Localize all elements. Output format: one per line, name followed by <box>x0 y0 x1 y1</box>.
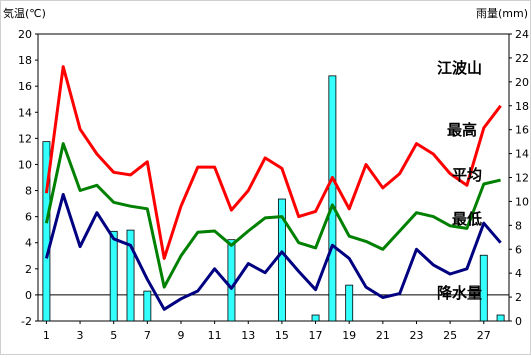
precipitation-bar <box>328 75 337 322</box>
right-tick-label: 2 <box>515 291 522 304</box>
left-axis-ticks: -2 0 2 4 6 8 10 12 14 16 18 20 <box>18 28 38 328</box>
y-left-axis-title: 気温(℃) <box>3 6 46 20</box>
precipitation-bar <box>42 141 51 322</box>
x-tick-label: 13 <box>241 329 255 342</box>
left-tick-label: 4 <box>25 237 32 250</box>
x-tick-label: 23 <box>409 329 423 342</box>
precipitation-bar <box>227 239 236 322</box>
left-tick-label: -2 <box>21 315 32 328</box>
left-tick-label: 16 <box>18 80 32 93</box>
series-label: 最低 <box>452 210 482 228</box>
x-tick-label: 1 <box>43 329 50 342</box>
right-tick-label: 6 <box>515 243 522 256</box>
x-tick-label: 15 <box>275 329 289 342</box>
place-label: 江波山 <box>437 59 482 77</box>
left-tick-label: 12 <box>18 132 32 145</box>
x-tick-label: 27 <box>477 329 491 342</box>
left-tick-label: 8 <box>25 185 32 198</box>
right-tick-label: 16 <box>515 124 529 137</box>
x-tick-label: 21 <box>376 329 390 342</box>
precipitation-bar <box>496 314 505 322</box>
left-tick-label: 0 <box>25 289 32 302</box>
left-tick-label: 14 <box>18 106 32 119</box>
right-tick-label: 0 <box>515 315 522 328</box>
right-tick-label: 4 <box>515 267 522 280</box>
precipitation-bar <box>277 198 286 322</box>
right-tick-label: 20 <box>515 76 529 89</box>
x-tick-label: 11 <box>208 329 222 342</box>
left-tick-label: 20 <box>18 28 32 41</box>
x-tick-label: 17 <box>309 329 323 342</box>
right-tick-label: 10 <box>515 195 529 208</box>
series-label: 降水量 <box>437 284 482 302</box>
precipitation-bar <box>479 254 488 322</box>
plot-area <box>37 33 510 322</box>
right-tick-label: 18 <box>515 100 529 113</box>
series-label: 最高 <box>447 121 477 139</box>
precipitation-bar <box>143 290 152 322</box>
precipitation-bar <box>311 314 320 322</box>
left-tick-label: 18 <box>18 54 32 67</box>
x-tick-label: 3 <box>77 329 84 342</box>
precipitation-bars <box>42 75 505 322</box>
left-tick-label: 6 <box>25 211 32 224</box>
right-tick-label: 22 <box>515 52 529 65</box>
left-tick-label: 10 <box>18 158 32 171</box>
precipitation-bar <box>126 229 135 322</box>
x-tick-label: 19 <box>342 329 356 342</box>
right-tick-label: 12 <box>515 172 529 185</box>
series-label: 平均 <box>452 166 482 184</box>
left-tick-label: 2 <box>25 263 32 276</box>
x-tick-label: 25 <box>443 329 457 342</box>
precipitation-bar <box>345 284 354 322</box>
x-tick-label: 7 <box>144 329 151 342</box>
series-line-0 <box>44 65 502 260</box>
series-line-2 <box>44 193 502 311</box>
precipitation-bar <box>109 230 118 322</box>
temperature-lines <box>44 65 502 311</box>
x-axis-ticks: 1 3 5 7 9 11 13 15 17 19 21 23 25 27 <box>43 321 491 342</box>
x-tick-label: 9 <box>177 329 184 342</box>
series-line-1 <box>44 142 501 289</box>
y-right-axis-title: 雨量(mm) <box>476 7 528 20</box>
right-tick-label: 8 <box>515 219 522 232</box>
right-tick-label: 24 <box>515 28 529 41</box>
right-tick-label: 14 <box>515 148 529 161</box>
x-tick-label: 5 <box>110 329 117 342</box>
